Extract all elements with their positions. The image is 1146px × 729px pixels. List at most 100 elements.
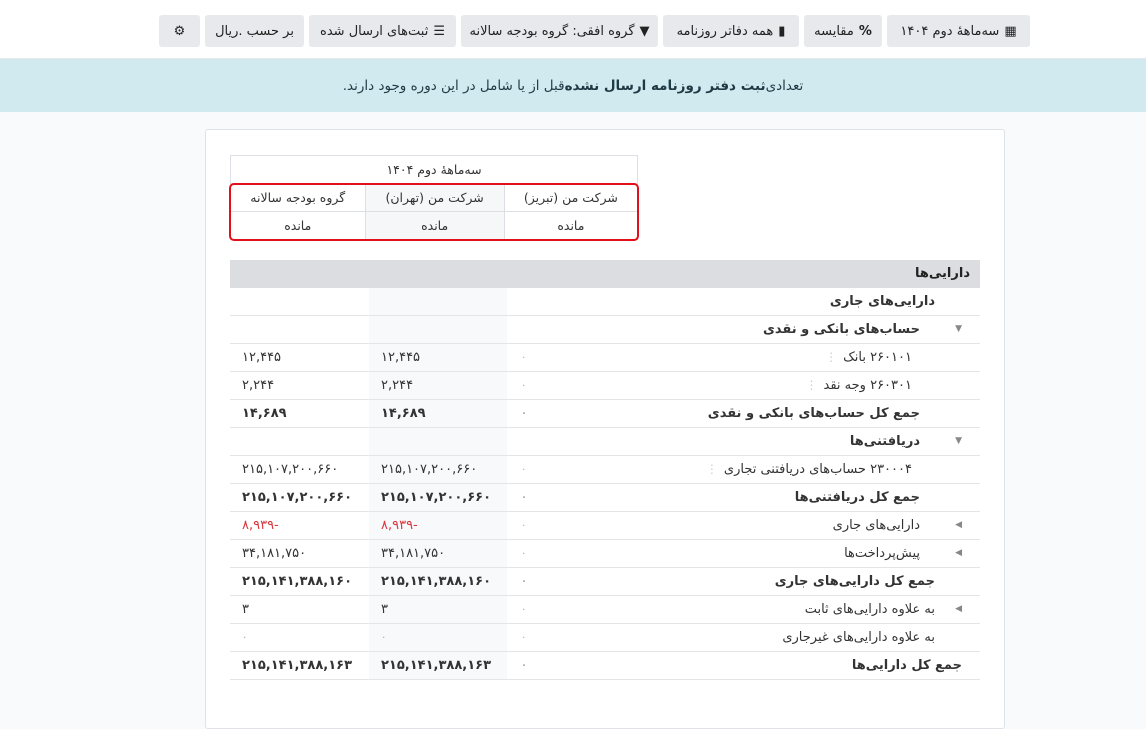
settings-button[interactable]: ⚙	[159, 15, 200, 47]
row-label-text: دارایی‌های جاری	[829, 294, 935, 309]
row-value[interactable]	[230, 428, 369, 455]
row-value[interactable]: ۰	[521, 352, 527, 363]
row-value[interactable]: ۲۱۵,۱۴۱,۳۸۸,۱۶۳	[369, 652, 507, 679]
period-filter-button[interactable]: ▦ سه‌ماههٔ دوم ۱۴۰۴	[887, 15, 1030, 47]
gears-icon: ⚙	[173, 23, 186, 39]
row-value[interactable]: ۱۴,۶۸۹	[242, 406, 287, 421]
row-label: دارایی‌های جاری	[638, 288, 980, 315]
row-value[interactable]: ۰	[521, 492, 528, 503]
period-header: سه‌ماههٔ دوم ۱۴۰۴	[230, 155, 638, 184]
row-label: جمع کل دریافتنی‌ها	[638, 484, 980, 511]
table-row[interactable]: ◀ دارایی‌های جاری ۰ ۸,۹۳۹- ۸,۹۳۹-	[230, 512, 980, 540]
row-value[interactable]: ۲,۲۴۴	[369, 372, 507, 399]
row-value[interactable]	[369, 428, 507, 455]
row-label-text: جمع کل دارایی‌ها	[851, 658, 962, 673]
row-value[interactable]: ۲۱۵,۱۴۱,۳۸۸,۱۶۰	[242, 574, 353, 589]
currency-button[interactable]: بر حسب .ریال	[205, 15, 304, 47]
table-row[interactable]: ۲۳۰۰۰۴ حساب‌های دریافتنی تجاری ⋮ ۰ ۲۱۵,۱۰۷,…	[230, 456, 980, 484]
table-row[interactable]: ◀ پیش‌پرداخت‌ها ۰ ۳۴,۱۸۱,۷۵۰ ۳۴,۱۸۱,۷۵۰	[230, 540, 980, 568]
row-value[interactable]	[507, 428, 638, 455]
table-row: دارایی‌های جاری	[230, 288, 980, 316]
row-value[interactable]: ۲۱۵,۱۴۱,۳۸۸,۱۶۰	[369, 568, 507, 595]
row-label-text: به علاوه دارایی‌های ثابت	[804, 602, 935, 617]
row-label: ۲۳۰۰۰۴ حساب‌های دریافتنی تجاری ⋮	[638, 456, 980, 483]
row-value[interactable]: ۰	[521, 380, 527, 391]
row-value[interactable]	[507, 288, 638, 315]
caret-down-icon[interactable]: ▼	[955, 436, 962, 446]
table-row: به علاوه دارایی‌های غیرجاری ۰ ۰ ۰	[230, 624, 980, 652]
section-header-assets: دارایی‌ها	[230, 260, 980, 288]
row-value[interactable]: ۰	[521, 464, 527, 475]
row-label-text: جمع کل دریافتنی‌ها	[794, 490, 920, 505]
row-value[interactable]: ۱۲,۴۴۵	[242, 350, 282, 365]
table-row[interactable]: ▼ حساب‌های بانکی و نقدی	[230, 316, 980, 344]
row-label-text: ۲۶۰۳۰۱ وجه نقد	[823, 378, 912, 393]
row-label-text: پیش‌پرداخت‌ها	[844, 546, 920, 561]
row-value[interactable]: ۰	[521, 604, 527, 615]
table-row[interactable]: ◀ به علاوه دارایی‌های ثابت ۰ ۳ ۳	[230, 596, 980, 624]
sliders-icon: ☰	[433, 23, 445, 39]
row-menu-icon[interactable]: ⋮	[705, 462, 718, 476]
row-label: ۲۶۰۳۰۱ وجه نقد ⋮	[638, 372, 980, 399]
row-value[interactable]: ۳	[369, 596, 507, 623]
balance-header: مانده	[503, 211, 639, 240]
balance-header: مانده	[364, 211, 505, 240]
row-value[interactable]: ۰	[521, 548, 527, 559]
row-value[interactable]	[230, 316, 369, 343]
row-value[interactable]: ۰	[521, 408, 528, 419]
row-value[interactable]	[369, 316, 507, 343]
report-table: دارایی‌ها دارایی‌های جاری ▼ حساب‌های بانکی…	[230, 260, 980, 680]
row-value[interactable]: ۳۴,۱۸۱,۷۵۰	[242, 546, 307, 561]
row-value[interactable]	[507, 316, 638, 343]
row-label-text: دریافتنی‌ها	[849, 434, 920, 449]
caret-left-icon[interactable]: ◀	[955, 520, 962, 530]
journals-filter-button[interactable]: ▮ همه دفاتر روزنامه	[663, 15, 799, 47]
row-value[interactable]	[369, 288, 507, 315]
row-value[interactable]: ۰	[521, 660, 528, 671]
table-row: جمع کل دریافتنی‌ها ۰ ۲۱۵,۱۰۷,۲۰۰,۶۶۰ ۲۱۵,۱۰…	[230, 484, 980, 512]
row-value[interactable]: ۲۱۵,۱۴۱,۳۸۸,۱۶۳	[242, 658, 353, 673]
compare-button[interactable]: % مقایسه	[804, 15, 882, 47]
row-value[interactable]: ۲۱۵,۱۰۷,۲۰۰,۶۶۰	[369, 456, 507, 483]
row-label-text: به علاوه دارایی‌های غیرجاری	[782, 630, 935, 645]
table-row: جمع کل دارایی‌ها ۰ ۲۱۵,۱۴۱,۳۸۸,۱۶۳ ۲۱۵,۱۴۱,…	[230, 652, 980, 680]
row-value[interactable]: ۳	[242, 602, 249, 617]
row-value[interactable]: ۸,۹۳۹-	[242, 518, 279, 533]
percent-icon: %	[858, 23, 872, 39]
caret-left-icon[interactable]: ◀	[955, 548, 962, 558]
row-value[interactable]: ۱۲,۴۴۵	[369, 344, 507, 371]
row-label: ۲۶۰۱۰۱ بانک ⋮	[638, 344, 980, 371]
filter-icon: ▼	[639, 23, 650, 39]
row-value[interactable]: ۲۱۵,۱۰۷,۲۰۰,۶۶۰	[369, 484, 507, 511]
table-row[interactable]: ۲۶۰۳۰۱ وجه نقد ⋮ ۰ ۲,۲۴۴ ۲,۲۴۴	[230, 372, 980, 400]
row-label: ◀ پیش‌پرداخت‌ها	[638, 540, 980, 567]
row-value[interactable]: ۳۴,۱۸۱,۷۵۰	[369, 540, 507, 567]
row-menu-icon[interactable]: ⋮	[825, 350, 838, 364]
row-label-text: جمع کل دارایی‌های جاری	[774, 574, 935, 589]
unposted-entries-alert: تعدادی ثبت دفتر روزنامه ارسال نشده قبل ا…	[0, 59, 1146, 112]
row-label: به علاوه دارایی‌های غیرجاری	[638, 624, 980, 651]
row-value[interactable]: ۲,۲۴۴	[242, 378, 275, 393]
calendar-icon: ▦	[1004, 23, 1017, 39]
caret-left-icon[interactable]: ◀	[955, 604, 962, 614]
caret-down-icon[interactable]: ▼	[955, 324, 962, 334]
row-value[interactable]: ۱۴,۶۸۹	[369, 400, 507, 427]
row-value[interactable]	[230, 288, 369, 315]
row-value[interactable]: ۰	[242, 632, 248, 643]
row-menu-icon[interactable]: ⋮	[805, 378, 818, 392]
row-label: ◀ دارایی‌های جاری	[638, 512, 980, 539]
row-value[interactable]: ۰	[521, 520, 527, 531]
row-value[interactable]: ۲۱۵,۱۰۷,۲۰۰,۶۶۰	[242, 462, 339, 477]
table-row[interactable]: ▼ دریافتنی‌ها	[230, 428, 980, 456]
table-row[interactable]: ۲۶۰۱۰۱ بانک ⋮ ۰ ۱۲,۴۴۵ ۱۲,۴۴۵	[230, 344, 980, 372]
row-label: جمع کل دارایی‌ها	[638, 652, 980, 679]
row-value[interactable]: ۸,۹۳۹-	[369, 512, 507, 539]
row-value[interactable]: ۰	[521, 632, 527, 643]
row-label-text: دارایی‌های جاری	[832, 518, 920, 533]
row-value[interactable]: ۰	[521, 576, 528, 587]
posted-entries-button[interactable]: ☰ ثبت‌های ارسال شده	[309, 15, 456, 47]
horizontal-group-button[interactable]: ▼ گروه افقی: گروه بودجه سالانه	[461, 15, 658, 47]
row-value[interactable]: ۲۱۵,۱۰۷,۲۰۰,۶۶۰	[242, 490, 353, 505]
row-value[interactable]: ۰	[369, 624, 507, 651]
row-label: ▼ دریافتنی‌ها	[638, 428, 980, 455]
